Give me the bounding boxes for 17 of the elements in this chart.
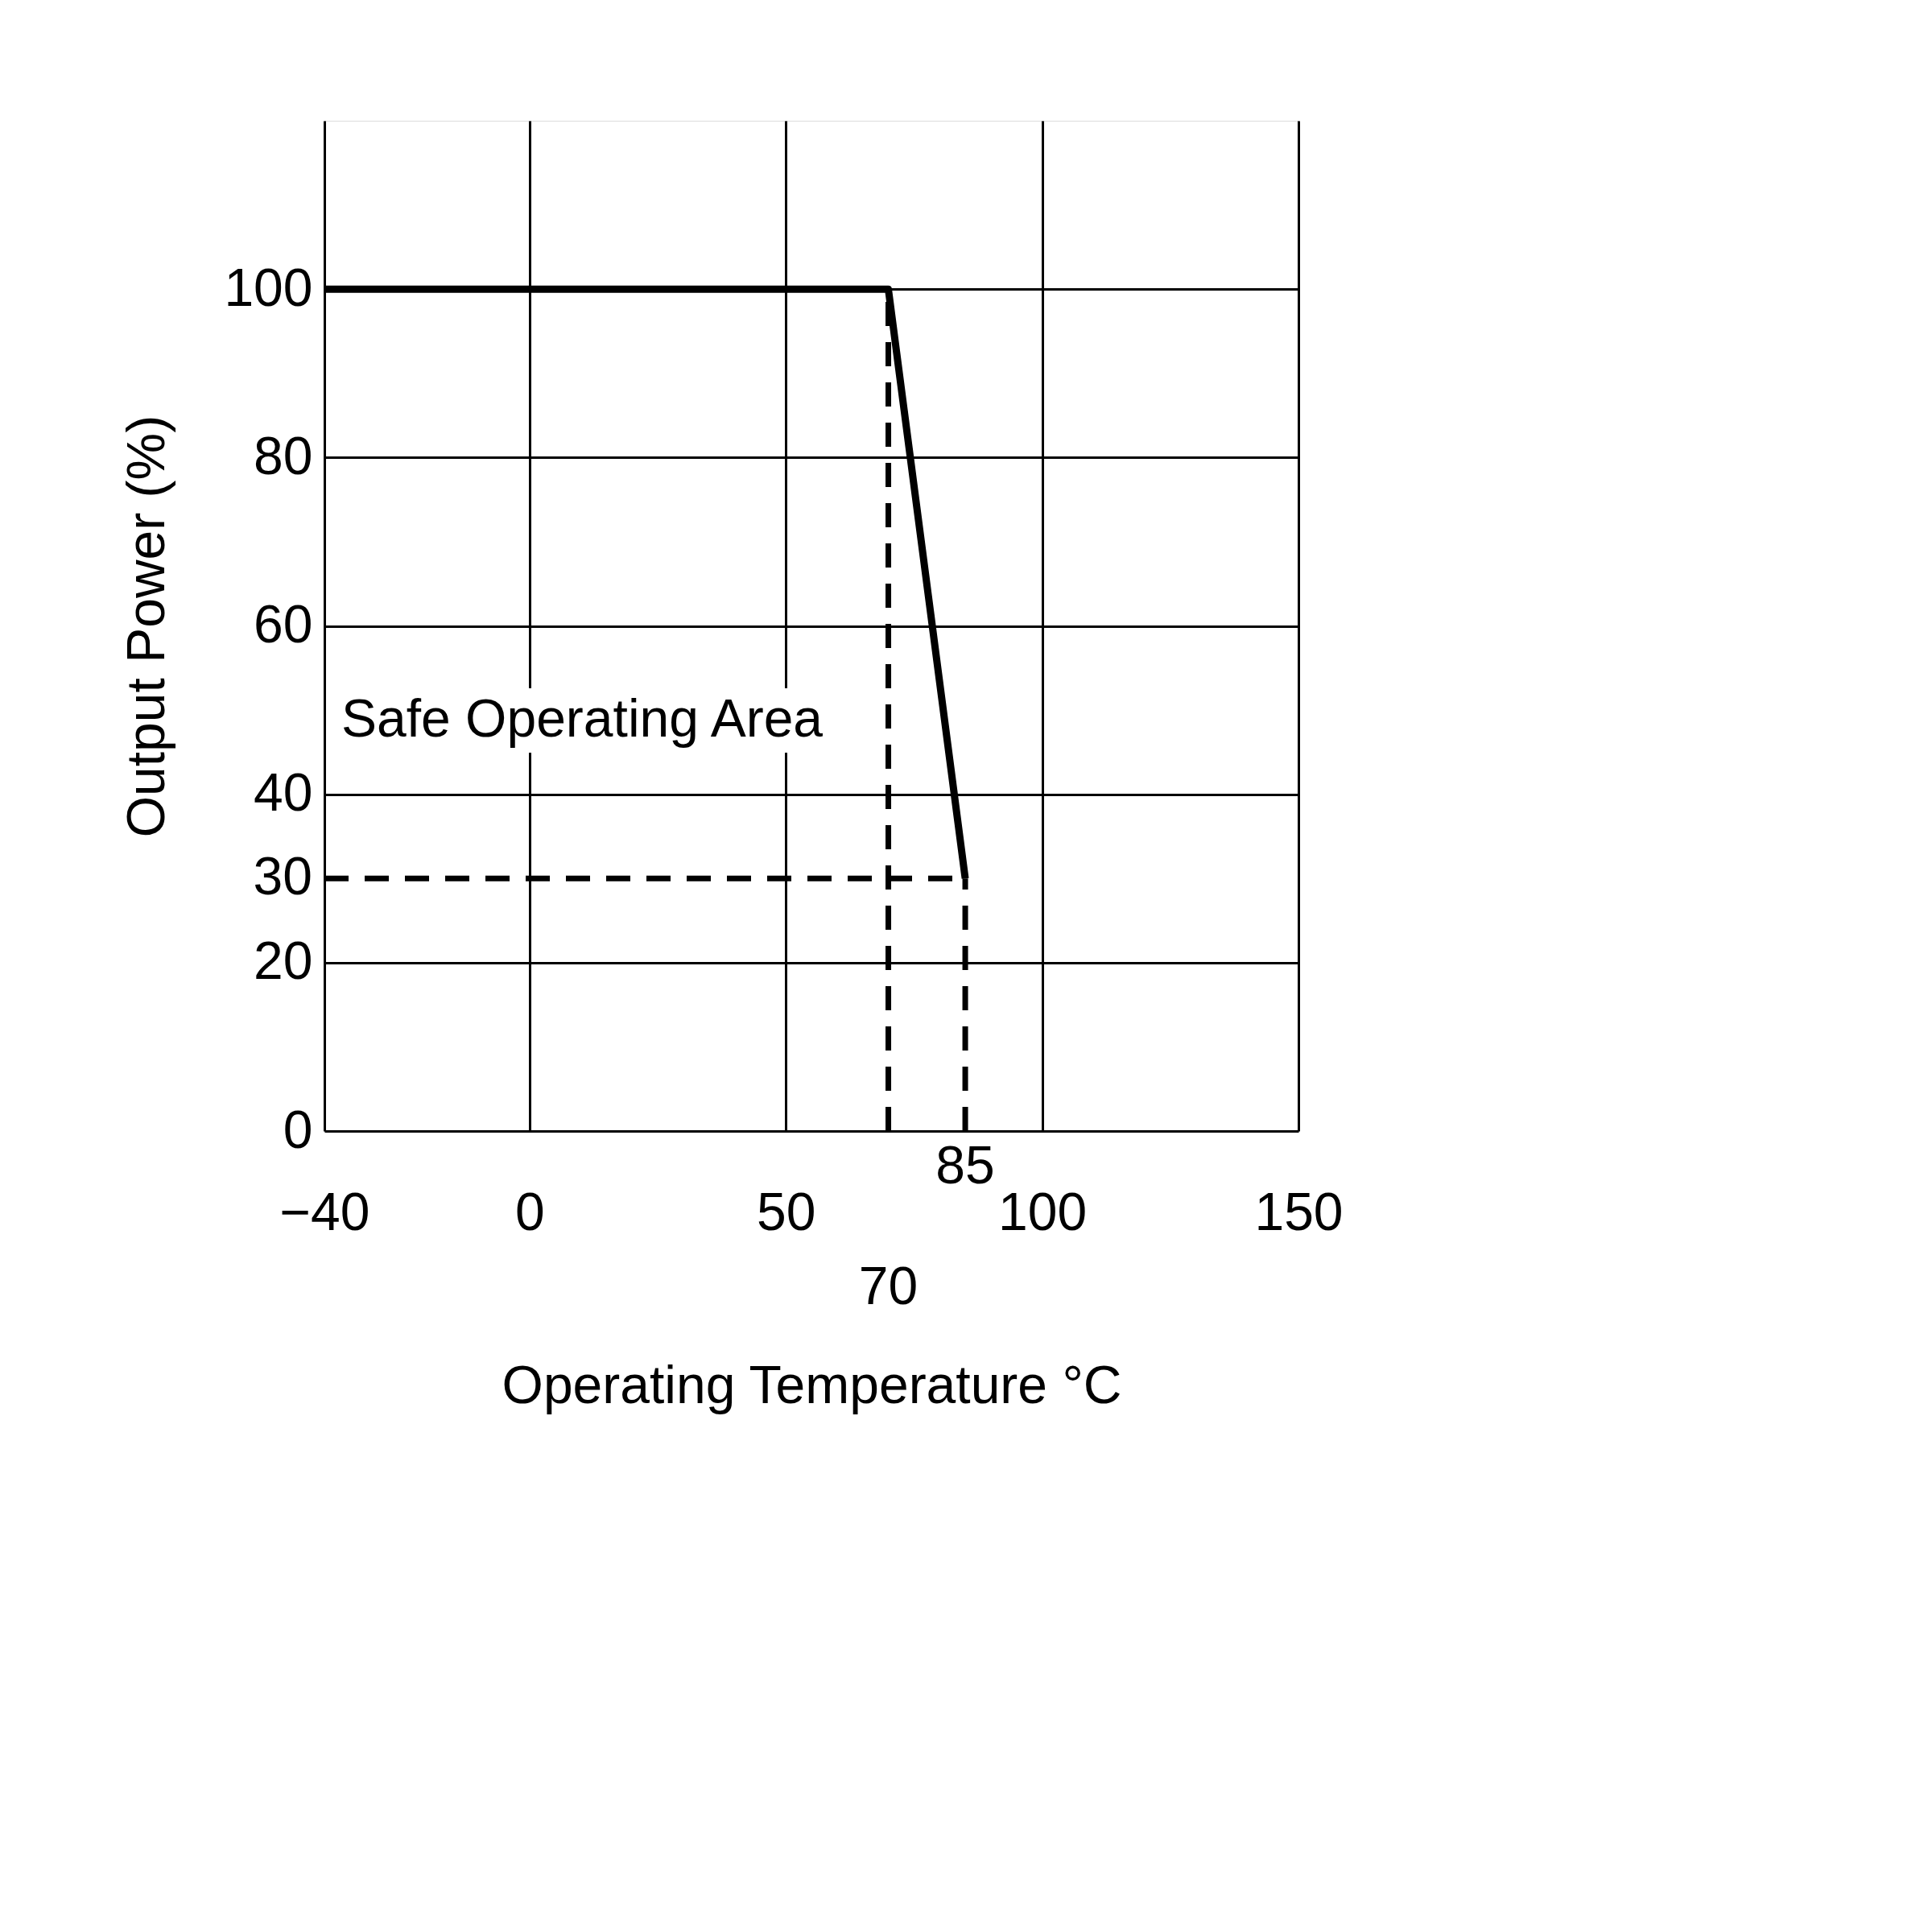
annotation: Safe Operating Area [341,688,824,748]
x-tick-label: 50 [756,1181,816,1241]
x-tick-label: −40 [279,1181,370,1241]
y-tick-label: 100 [224,257,313,317]
y-axis-title: Output Power (%) [116,415,176,838]
x-tick-label: 0 [514,1181,545,1241]
y-tick-label: 80 [254,425,313,485]
x-tick-label: 150 [1254,1181,1344,1241]
y-tick-label: 0 [283,1099,313,1159]
x-tick-label: 100 [998,1181,1088,1241]
y-tick-label: 60 [254,594,313,654]
ref-line-label: 85 [935,1135,995,1195]
x-axis-title: Operating Temperature °C [502,1354,1122,1414]
ref-line-label: 70 [858,1256,919,1315]
ref-line-label: 30 [253,846,312,906]
y-tick-label: 40 [254,762,313,823]
y-tick-label: 20 [254,931,313,991]
